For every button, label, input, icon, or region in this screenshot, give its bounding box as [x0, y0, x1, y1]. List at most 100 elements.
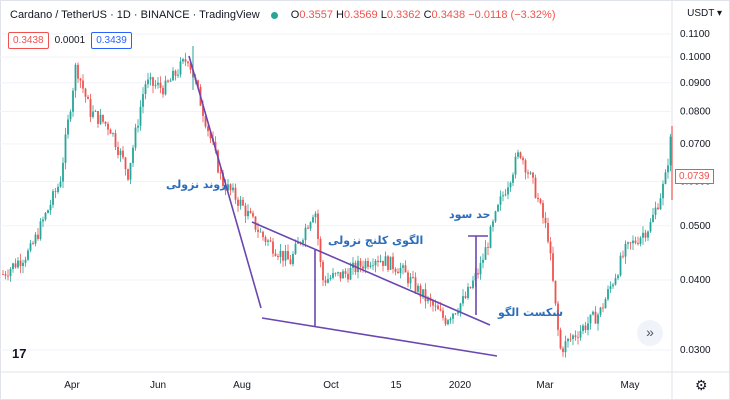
candle-body	[139, 106, 142, 126]
sell-price-button[interactable]: 0.3438	[8, 32, 49, 49]
candle-body	[19, 260, 22, 267]
low-value: 0.3362	[386, 9, 421, 21]
candle-body	[459, 303, 462, 313]
scroll-to-realtime-icon[interactable]: »	[637, 320, 663, 346]
candle-body	[109, 129, 112, 134]
candle-body	[119, 150, 122, 156]
candle-body	[294, 243, 297, 254]
candle-body	[134, 127, 137, 148]
candle-body	[402, 265, 404, 268]
candle-body	[17, 260, 19, 268]
candle-body	[519, 152, 522, 158]
ohlc-values: O0.3557 H0.3569 L0.3362 C0.3438 −0.0118 …	[291, 9, 556, 21]
candle-body	[227, 184, 229, 191]
candle-body	[287, 251, 289, 260]
symbol-title[interactable]: Cardano / TetherUS · 1D · BINANCE · Trad…	[10, 9, 260, 21]
candle-body	[279, 250, 282, 258]
candle-body	[654, 207, 657, 215]
currency-dropdown[interactable]: USDT ▾	[687, 8, 722, 19]
candle-body	[502, 195, 504, 197]
candle-body	[622, 255, 624, 257]
candle-body	[334, 273, 337, 274]
settings-gear-icon[interactable]: ⚙	[695, 377, 708, 393]
y-tick-label: 0.0300	[680, 345, 711, 356]
candle-body	[219, 172, 222, 174]
candle-body	[144, 84, 147, 95]
candle-body	[162, 87, 164, 95]
candle-body	[262, 231, 264, 238]
candle-body	[494, 211, 497, 222]
candle-body	[337, 272, 339, 274]
trade-badges: 0.3438 0.0001 0.3439	[8, 32, 132, 49]
candle-body	[657, 207, 659, 210]
candle-body	[147, 79, 149, 85]
breakout-annotation: شکست الگو	[497, 306, 563, 319]
candle-body	[297, 242, 299, 244]
candle-body	[34, 234, 37, 244]
candle-body	[379, 260, 382, 263]
candle-body	[319, 238, 322, 262]
candle-body	[617, 275, 619, 279]
high-value: 0.3569	[344, 9, 378, 21]
y-tick-label: 0.0400	[680, 275, 711, 286]
candle-body	[234, 187, 237, 200]
candle-body	[104, 121, 107, 124]
annotation-layer: روند نزولی الگوی کلنج نزولی حد سود شکست الگ…	[166, 178, 563, 319]
candle-body	[559, 329, 562, 349]
candle-body	[247, 210, 249, 217]
candle-body	[582, 325, 584, 331]
candle-body	[427, 297, 429, 302]
candle-body	[432, 300, 434, 306]
tradingview-logo[interactable]: 17	[12, 346, 27, 361]
candle-body	[264, 237, 267, 242]
candle-body	[307, 227, 309, 229]
candle-body	[329, 277, 332, 280]
candle-body	[72, 90, 74, 112]
candle-body	[469, 286, 472, 288]
candle-body	[179, 61, 182, 75]
candle-body	[29, 243, 32, 251]
candle-body	[532, 172, 534, 178]
y-tick-label: 0.0900	[680, 78, 711, 89]
candle-body	[639, 237, 642, 244]
candle-body	[339, 272, 342, 279]
candle-body	[492, 221, 494, 227]
x-tick-label: May	[621, 380, 640, 391]
candle-body	[314, 213, 317, 218]
candle-body	[404, 265, 407, 273]
candle-body	[82, 80, 84, 89]
candle-body	[74, 64, 77, 91]
candle-body	[237, 199, 239, 206]
candle-body	[667, 165, 669, 173]
candle-body	[124, 157, 127, 170]
candle-body	[424, 289, 427, 302]
candle-body	[44, 213, 47, 220]
buy-price-button[interactable]: 0.3439	[91, 32, 132, 49]
candle-body	[602, 307, 604, 309]
candle-body	[362, 266, 364, 269]
candle-body	[557, 303, 559, 330]
candle-body	[587, 323, 589, 330]
candle-body	[397, 271, 399, 274]
candle-body	[574, 335, 577, 337]
candle-body	[249, 210, 252, 214]
candle-body	[342, 271, 344, 279]
candle-body	[62, 162, 64, 182]
candle-body	[89, 99, 92, 117]
candle-body	[449, 318, 452, 321]
candle-body	[452, 313, 454, 319]
candle-body	[117, 147, 119, 156]
candle-body	[57, 186, 59, 192]
candle-body	[39, 221, 42, 239]
downtrend-line	[188, 55, 262, 309]
candle-body	[409, 277, 412, 284]
candle-body	[509, 182, 512, 188]
candle-body	[289, 259, 292, 265]
candle-body	[142, 94, 144, 107]
candle-body	[127, 169, 129, 180]
candle-body	[69, 111, 72, 120]
candle-body	[412, 277, 414, 279]
candle-body	[442, 310, 444, 318]
candle-body	[514, 156, 517, 175]
